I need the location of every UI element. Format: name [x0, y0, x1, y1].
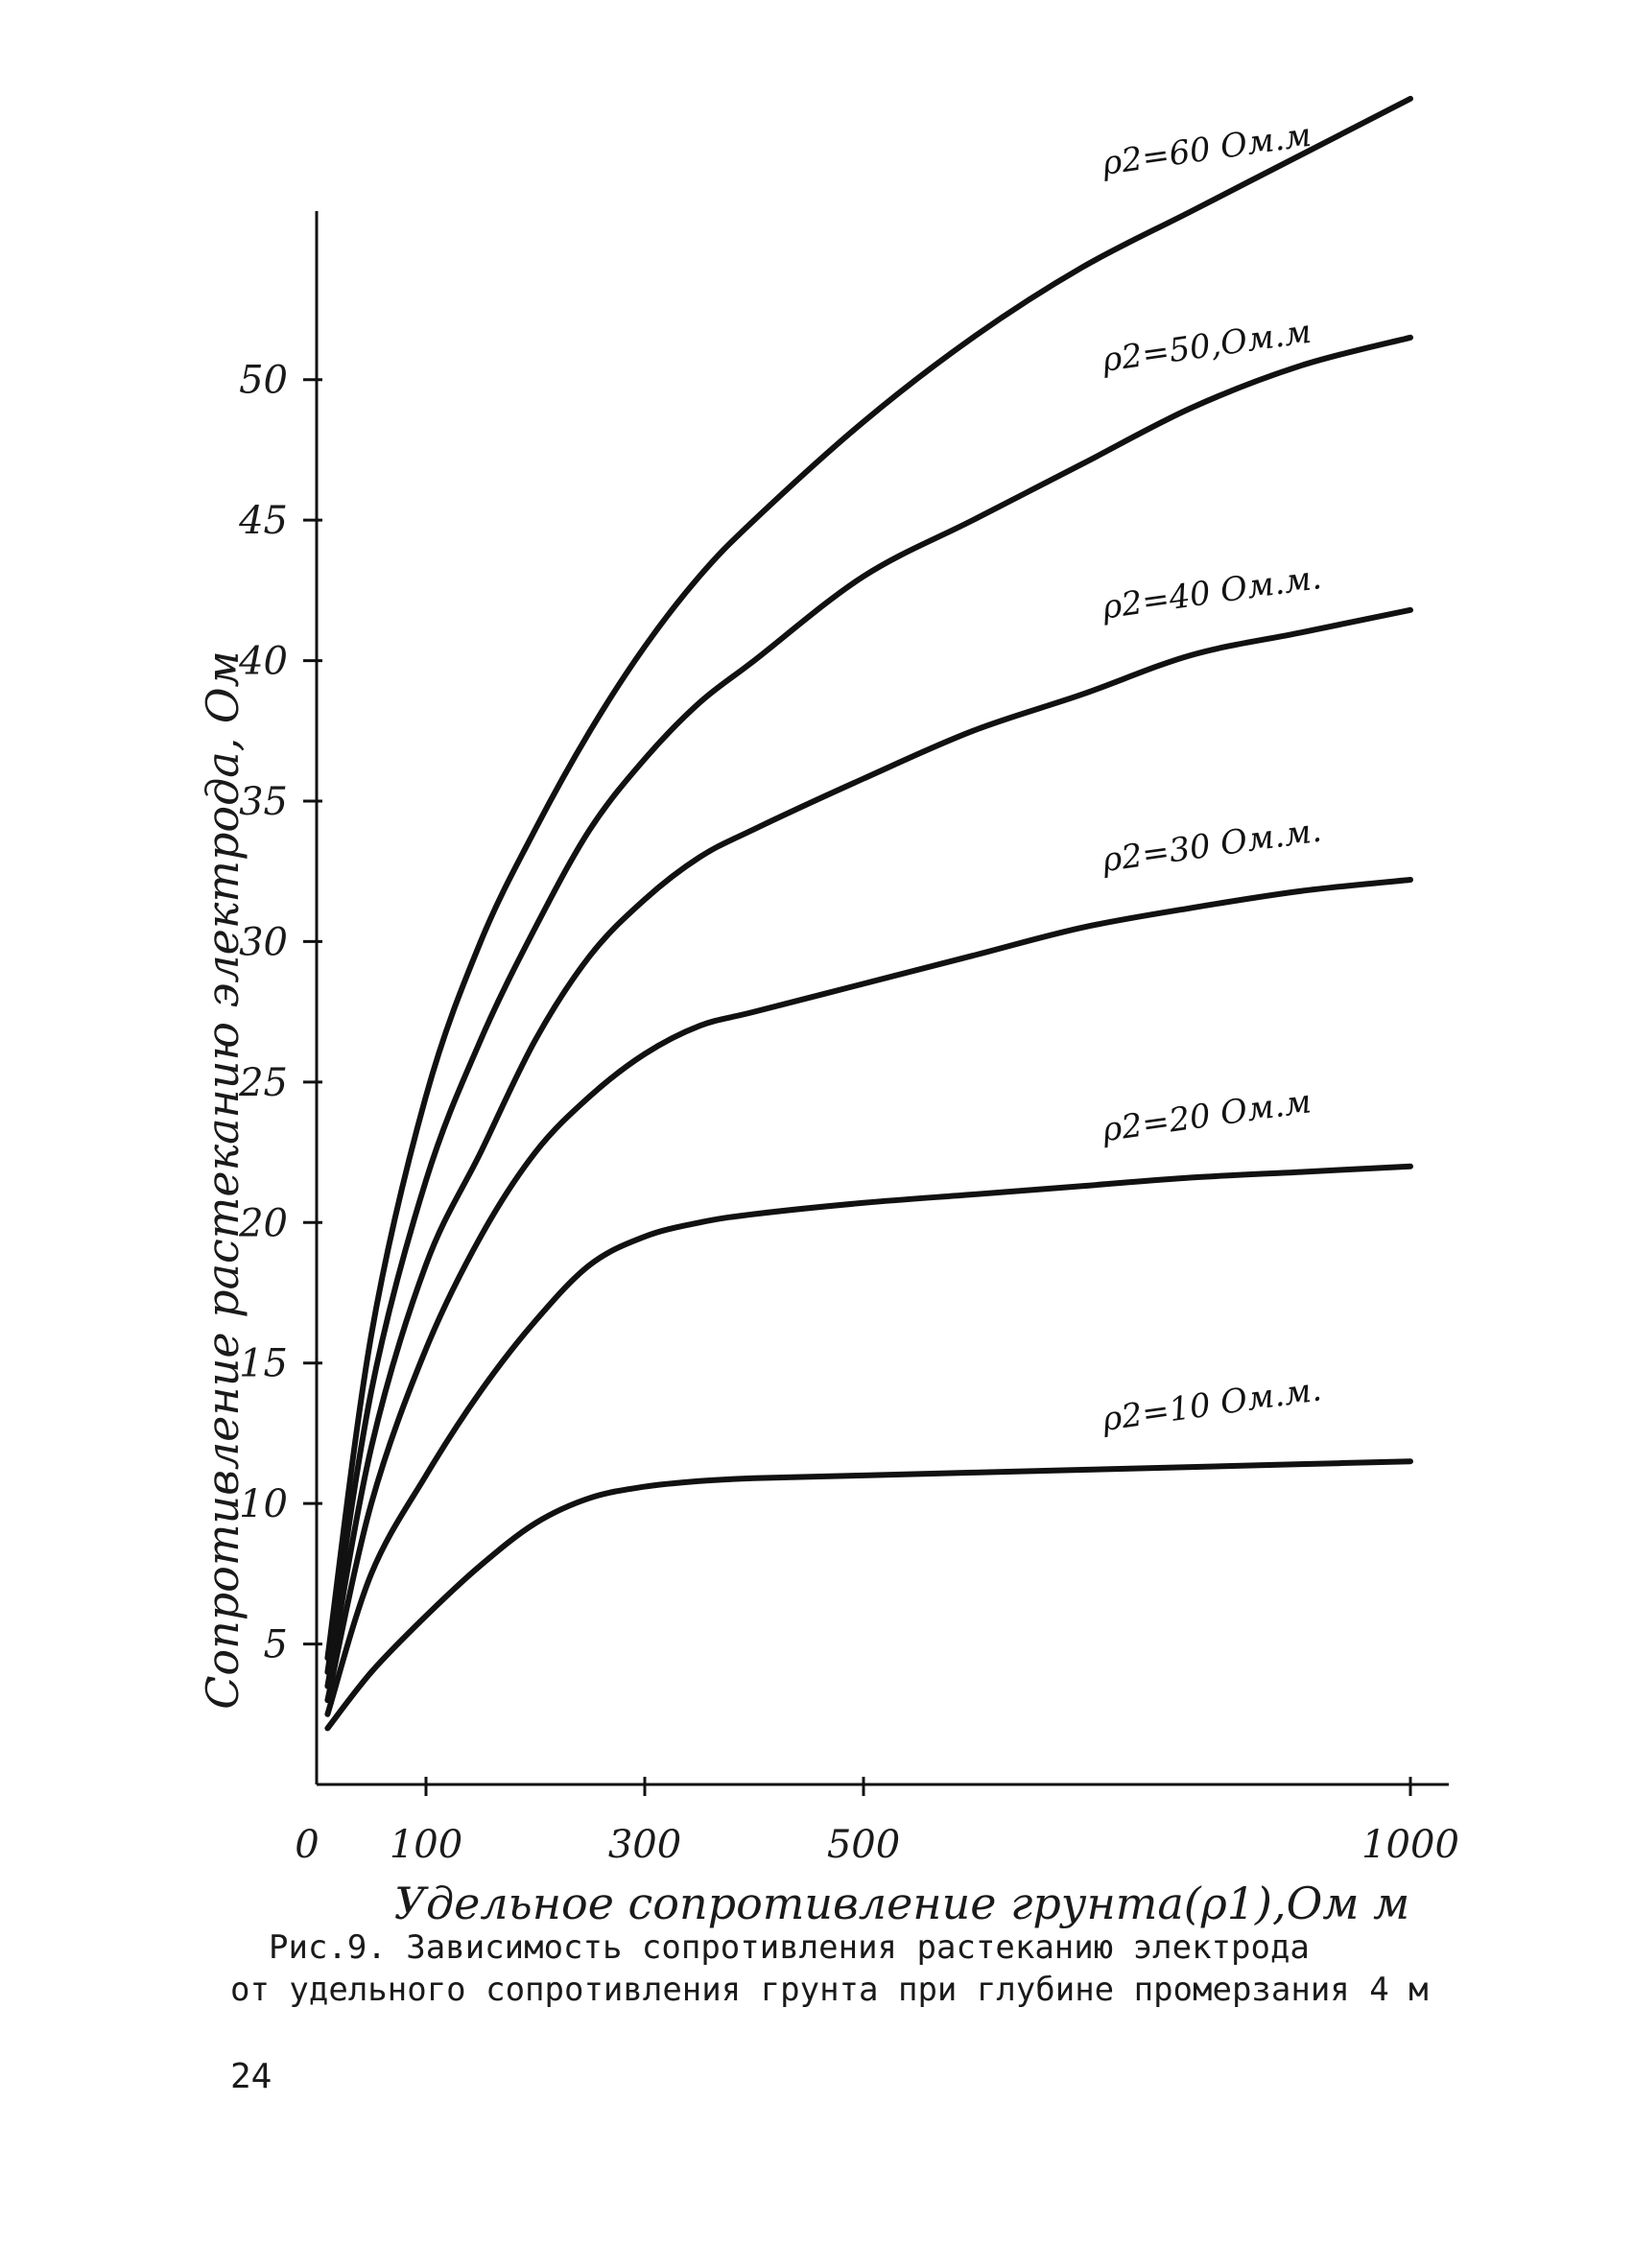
- y-tick-label: 25: [238, 1061, 288, 1105]
- y-ticks: 5 10 15 20 25 30 35 40 45 50: [238, 359, 322, 1667]
- figure-caption-line-1: Рис.9. Зависимость сопротивления растека…: [269, 1928, 1310, 1967]
- series-label: ρ2=60 Ом.м: [1099, 116, 1314, 183]
- y-tick-label: 35: [239, 780, 288, 824]
- y-tick-label: 50: [239, 359, 288, 403]
- series-line: [324, 606, 1413, 1689]
- series-label: ρ2=30 Ом.м.: [1099, 812, 1323, 881]
- y-tick-label: 40: [238, 640, 288, 684]
- series-line: [324, 95, 1413, 1662]
- y-axis-title: Сопротивление растеканию электрода, Ом: [197, 650, 248, 1710]
- page-number: 24: [230, 2057, 272, 2096]
- series-label: ρ2=20 Ом.м: [1099, 1082, 1314, 1149]
- curves: [324, 95, 1413, 1732]
- series-label: ρ2=40 Ом.м.: [1099, 558, 1323, 627]
- series-line: [324, 1163, 1413, 1717]
- figure-caption-line-2: от удельного сопротивления грунта при гл…: [230, 1971, 1429, 2009]
- x-tick-label: 100: [390, 1823, 462, 1867]
- y-tick-label: 5: [264, 1623, 288, 1667]
- x-tick-label: 0: [295, 1823, 319, 1867]
- series-line: [324, 334, 1413, 1675]
- x-axis-title: Удельное сопротивление грунта(ρ1),Ом м: [394, 1878, 1409, 1929]
- axes: [315, 211, 1449, 1786]
- y-tick-label: 15: [239, 1342, 288, 1386]
- x-tick-label: 500: [827, 1823, 900, 1867]
- series-line: [324, 877, 1413, 1704]
- series-label: ρ2=10 Ом.м.: [1099, 1370, 1323, 1439]
- y-tick-label: 20: [238, 1201, 288, 1245]
- y-tick-label: 45: [238, 499, 288, 543]
- series-line: [324, 1458, 1413, 1732]
- y-tick-label: 10: [239, 1482, 288, 1526]
- x-tick-label: 300: [608, 1823, 681, 1867]
- x-ticks: 0 100 300 500 1000: [295, 1777, 1459, 1867]
- x-tick-label: 1000: [1361, 1823, 1459, 1867]
- curve-labels: ρ2=60 Ом.мρ2=50,Ом.мρ2=40 Ом.м.ρ2=30 Ом.…: [1099, 116, 1323, 1439]
- y-tick-label: 30: [239, 920, 288, 964]
